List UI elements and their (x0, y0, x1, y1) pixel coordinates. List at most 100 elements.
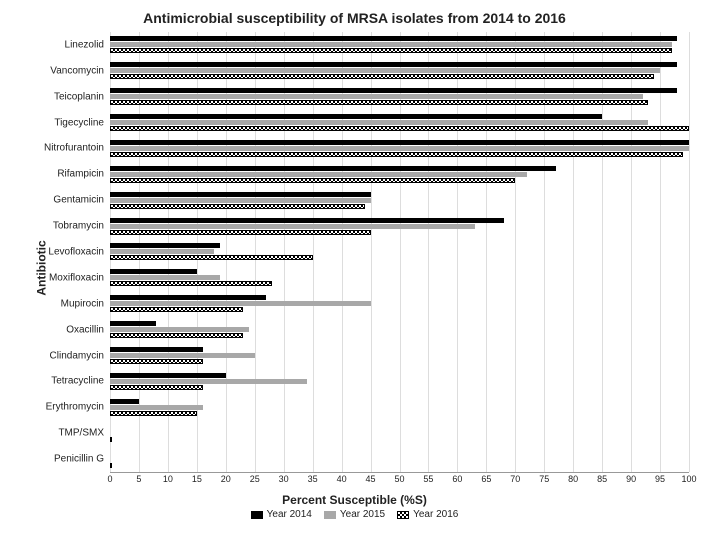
antibiotic-row: Clindamycin (110, 343, 689, 369)
bar-y2014 (110, 192, 371, 197)
bar-y2015 (110, 405, 203, 410)
antibiotic-row: Teicoplanin (110, 84, 689, 110)
bar-y2014 (110, 62, 677, 67)
legend-swatch (251, 511, 263, 519)
chart-title: Antimicrobial susceptibility of MRSA iso… (10, 10, 699, 26)
antibiotic-row: TMP/SMX (110, 420, 689, 446)
antibiotic-row: Rifampicin (110, 161, 689, 187)
antibiotic-label: Moxifloxacin (49, 272, 110, 283)
x-tick-label: 0 (107, 474, 112, 484)
bar-y2014 (110, 218, 504, 223)
bar-y2015 (110, 94, 643, 99)
x-tick-label: 15 (192, 474, 202, 484)
bar-y2015 (110, 172, 527, 177)
bar-y2016 (110, 230, 371, 235)
bar-y2016 (110, 152, 683, 157)
x-tick-label: 5 (136, 474, 141, 484)
bar-y2015 (110, 198, 371, 203)
legend: Year 2014 Year 2015 Year 2016 (10, 509, 699, 522)
antibiotic-row: Vancomycin (110, 58, 689, 84)
antibiotic-label: Nitrofurantoin (44, 143, 110, 154)
antibiotic-label: Tigecycline (54, 117, 110, 128)
bar-y2014 (110, 243, 220, 248)
bar-y2016 (110, 178, 515, 183)
bar-y2016 (110, 281, 272, 286)
antibiotic-row: Gentamicin (110, 187, 689, 213)
antibiotic-label: Clindamycin (50, 350, 110, 361)
antibiotic-row: Erythromycin (110, 394, 689, 420)
antibiotic-row: Mupirocin (110, 291, 689, 317)
x-tick-label: 70 (510, 474, 520, 484)
bar-y2016 (110, 333, 243, 338)
antibiotic-label: Gentamicin (53, 195, 110, 206)
antibiotic-label: Tetracycline (51, 376, 110, 387)
bar-y2014 (110, 347, 203, 352)
legend-item: Year 2014 (251, 509, 312, 520)
bar-y2014 (110, 399, 139, 404)
bar-y2015 (110, 42, 672, 47)
bar-y2014 (110, 166, 556, 171)
x-tick-label: 50 (394, 474, 404, 484)
bar-y2014 (110, 321, 156, 326)
bar-y2014 (110, 269, 197, 274)
x-tick-label: 20 (221, 474, 231, 484)
antibiotic-label: Penicillin G (54, 454, 110, 465)
bar-y2014 (110, 36, 677, 41)
chart-container: Antimicrobial susceptibility of MRSA iso… (10, 10, 699, 526)
antibiotic-label: Linezolid (65, 39, 110, 50)
bar-y2014 (110, 88, 677, 93)
x-tick-label: 60 (452, 474, 462, 484)
antibiotic-row: Levofloxacin (110, 239, 689, 265)
antibiotic-label: Oxacillin (66, 324, 110, 335)
plot-area: 0510152025303540455055606570758085909510… (110, 32, 689, 473)
bar-y2016 (110, 48, 672, 53)
antibiotic-row: Linezolid (110, 32, 689, 58)
bar-y2015 (110, 249, 214, 254)
antibiotic-label: Vancomycin (50, 65, 110, 76)
bar-y2016 (110, 307, 243, 312)
bar-y2014 (110, 114, 602, 119)
bar-y2016 (110, 411, 197, 416)
legend-swatch (397, 511, 409, 519)
bar-y2016 (110, 100, 648, 105)
bar-y2014 (110, 373, 226, 378)
bar-y2014 (110, 140, 689, 145)
bar-y2016 (110, 385, 203, 390)
bar-y2015 (110, 327, 249, 332)
bar-y2015 (110, 120, 648, 125)
antibiotic-label: TMP/SMX (58, 428, 110, 439)
x-tick-label: 80 (568, 474, 578, 484)
x-tick-label: 10 (163, 474, 173, 484)
x-tick-label: 95 (655, 474, 665, 484)
x-tick-label: 75 (539, 474, 549, 484)
x-tick-label: 25 (250, 474, 260, 484)
bar-y2016 (110, 463, 112, 468)
x-tick-label: 55 (423, 474, 433, 484)
antibiotic-row: Tetracycline (110, 368, 689, 394)
bar-y2015 (110, 301, 371, 306)
bar-y2015 (110, 224, 475, 229)
legend-label: Year 2015 (340, 509, 385, 520)
x-tick-label: 40 (337, 474, 347, 484)
antibiotic-row: Nitrofurantoin (110, 136, 689, 162)
bar-y2015 (110, 275, 220, 280)
legend-label: Year 2014 (267, 509, 312, 520)
bar-y2015 (110, 68, 660, 73)
x-axis-title: Percent Susceptible (%S) (10, 493, 699, 507)
antibiotic-row: Tigecycline (110, 110, 689, 136)
antibiotic-label: Rifampicin (57, 169, 110, 180)
antibiotic-row: Moxifloxacin (110, 265, 689, 291)
bar-y2016 (110, 359, 203, 364)
antibiotic-label: Mupirocin (61, 298, 110, 309)
antibiotic-label: Tobramycin (53, 221, 110, 232)
bar-y2015 (110, 353, 255, 358)
antibiotic-row: Oxacillin (110, 317, 689, 343)
legend-item: Year 2015 (324, 509, 385, 520)
x-tick-label: 90 (626, 474, 636, 484)
x-tick-label: 85 (597, 474, 607, 484)
bar-y2016 (110, 255, 313, 260)
bar-y2015 (110, 379, 307, 384)
legend-label: Year 2016 (413, 509, 458, 520)
antibiotic-row: Penicillin G (110, 446, 689, 472)
x-tick-label: 35 (308, 474, 318, 484)
